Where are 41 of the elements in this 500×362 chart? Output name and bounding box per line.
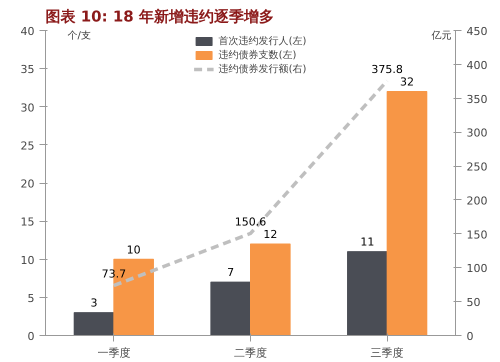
- y2-tick-label: 150: [466, 228, 488, 242]
- y-axis-title: 个/支: [68, 30, 91, 42]
- y-tick-label: 15: [20, 216, 35, 229]
- data-label: 150.6: [234, 215, 266, 228]
- y-tick-label: 0: [28, 330, 34, 343]
- legend-label: 违约债券发行额(右): [218, 62, 306, 76]
- data-label: 10: [126, 243, 141, 256]
- y-tick-label: 30: [20, 101, 35, 114]
- data-label: 12: [263, 228, 278, 241]
- chart-title: 图表 10: 18 年新增违约逐季增多: [46, 8, 274, 26]
- bar: [386, 91, 428, 336]
- legend-label: 违约债券支数(左): [218, 48, 296, 62]
- data-label: 375.8: [371, 62, 403, 76]
- y2-tick-label: 50: [466, 296, 480, 310]
- data-label: 7: [227, 266, 234, 280]
- y-tick-label: 5: [28, 292, 34, 305]
- y2-tick-label: 300: [466, 126, 488, 140]
- y-tick-label: 40: [20, 25, 35, 38]
- bar: [347, 251, 388, 336]
- x-tick-label: 一季度: [97, 346, 130, 360]
- bar: [74, 312, 114, 336]
- y2-tick-label: 250: [466, 160, 488, 174]
- y2-tick-label: 100: [466, 262, 488, 276]
- bar: [210, 282, 251, 336]
- y2-axis-title: 亿元: [430, 30, 452, 42]
- data-label: 11: [360, 236, 374, 249]
- y2-tick-label: 350: [466, 92, 488, 106]
- y-tick-label: 10: [20, 254, 35, 267]
- y-tick-label: 25: [20, 139, 35, 152]
- bar: [250, 244, 291, 336]
- y2-tick-label: 400: [466, 58, 488, 72]
- x-tick-label: 二季度: [234, 346, 267, 360]
- y2-tick-label: 200: [466, 194, 488, 208]
- data-label: 3: [90, 296, 98, 310]
- legend-label: 首次违约发行人(左): [218, 34, 306, 48]
- y-tick-label: 20: [20, 178, 35, 190]
- y2-tick-label: 0: [466, 330, 474, 343]
- y2-tick-label: 450: [466, 25, 488, 38]
- y-tick-label: 35: [20, 63, 35, 76]
- x-tick-label: 三季度: [370, 346, 404, 360]
- data-label: 32: [400, 76, 414, 88]
